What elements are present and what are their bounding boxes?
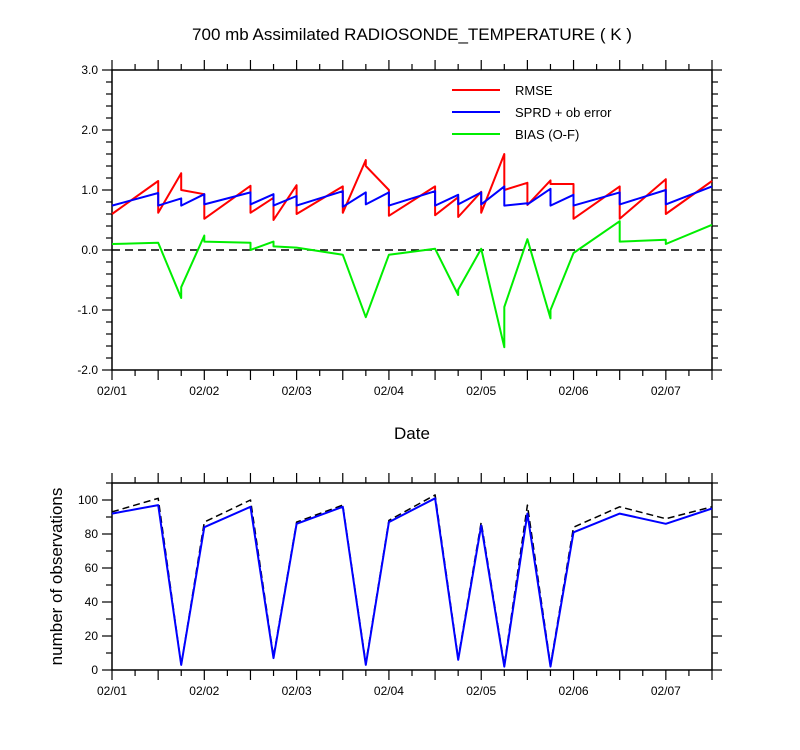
chart1-x-tick-label: 02/05 bbox=[466, 384, 496, 398]
chart1-y-tick-label: 3.0 bbox=[81, 63, 98, 77]
chart2-x-tick-label: 02/02 bbox=[189, 684, 219, 698]
chart2-x-tick-label: 02/06 bbox=[559, 684, 589, 698]
chart2-series-assimilated-observations-line bbox=[111, 497, 713, 668]
chart2-y-tick-label: 100 bbox=[78, 493, 98, 507]
chart1-legend-label: BIAS (O-F) bbox=[515, 127, 579, 142]
chart1-series-bias-o-f-line bbox=[111, 220, 713, 349]
chart2-x-tick-label: 02/07 bbox=[651, 684, 681, 698]
chart1-x-tick-label: 02/06 bbox=[559, 384, 589, 398]
chart1-x-tick-label: 02/03 bbox=[282, 384, 312, 398]
chart1-y-tick-label: -2.0 bbox=[77, 363, 98, 377]
chart2-y-tick-label: 60 bbox=[85, 561, 99, 575]
chart2-y-tick-label: 80 bbox=[85, 527, 99, 541]
chart2-y-tick-label: 20 bbox=[85, 629, 99, 643]
chart2-y-axis-title: number of observations bbox=[47, 488, 66, 666]
chart1-x-tick-label: 02/02 bbox=[189, 384, 219, 398]
chart1-x-tick-label: 02/04 bbox=[374, 384, 404, 398]
chart1-x-tick-label: 02/07 bbox=[651, 384, 681, 398]
chart1-x-axis-title: Date bbox=[394, 424, 430, 443]
chart2-x-tick-label: 02/05 bbox=[466, 684, 496, 698]
chart1-y-tick-label: 0.0 bbox=[81, 243, 98, 257]
chart2-y-tick-label: 0 bbox=[91, 663, 98, 677]
chart1-title: 700 mb Assimilated RADIOSONDE_TEMPERATUR… bbox=[192, 25, 632, 44]
chart1-y-tick-label: 1.0 bbox=[81, 183, 98, 197]
chart2-x-tick-label: 02/01 bbox=[97, 684, 127, 698]
chart2-x-tick-label: 02/03 bbox=[282, 684, 312, 698]
chart1-x-tick-label: 02/01 bbox=[97, 384, 127, 398]
chart1-series-sprd-ob-error-line bbox=[111, 185, 713, 208]
chart1-plot-frame bbox=[111, 69, 713, 371]
chart1-legend-label: SPRD + ob error bbox=[515, 105, 612, 120]
chart2-series-total-observations-line bbox=[111, 494, 713, 666]
chart1-y-tick-label: 2.0 bbox=[81, 123, 98, 137]
chart1-legend-label: RMSE bbox=[515, 83, 553, 98]
chart1-y-tick-label: -1.0 bbox=[77, 303, 98, 317]
chart1-series-rmse-line bbox=[111, 153, 713, 221]
chart2-y-tick-label: 40 bbox=[85, 595, 99, 609]
chart2-x-tick-label: 02/04 bbox=[374, 684, 404, 698]
